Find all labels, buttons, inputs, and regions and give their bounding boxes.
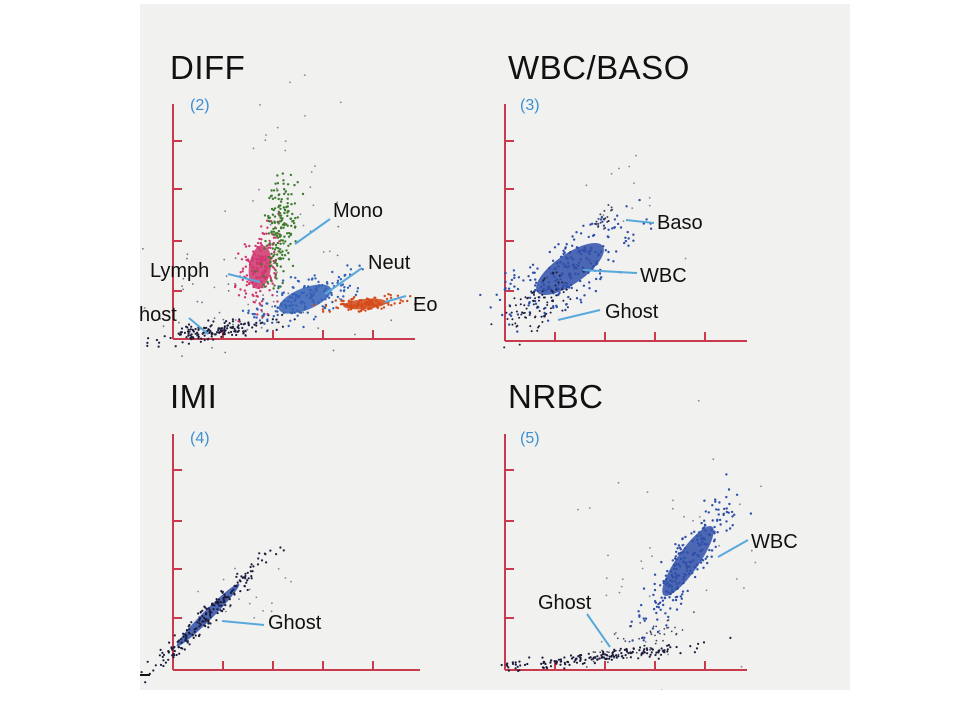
imi-panel-number: (4) <box>190 430 210 448</box>
nrbc-panel-title: NRBC <box>508 378 604 416</box>
imi-panel-title: IMI <box>170 378 217 416</box>
nrbc-leader-ghost <box>587 614 610 647</box>
imi-leader-ghost <box>222 621 264 625</box>
wbc-baso-leader-baso <box>626 220 654 223</box>
nrbc-ghost-cluster <box>501 637 732 672</box>
diff-label-lymph: Lymph <box>150 260 209 283</box>
nrbc-label-ghost: Ghost <box>538 592 591 615</box>
wbc-baso-label-baso: Baso <box>657 212 703 235</box>
wbc-baso-label-wbc: WBC <box>640 265 687 288</box>
imi-label-ghost: Ghost <box>268 612 321 635</box>
diff-label-ghost: host <box>140 304 177 327</box>
diff-label-mono: Mono <box>333 200 383 223</box>
wbc-baso-panel-number: (3) <box>520 97 540 115</box>
diff-panel-title: DIFF <box>170 49 245 87</box>
nrbc-label-wbc: WBC <box>751 531 798 554</box>
corner-mark <box>140 674 150 676</box>
diff-label-neut: Neut <box>368 252 410 275</box>
baso-sparse <box>586 155 687 260</box>
wbc-baso-label-ghost: Ghost <box>605 301 658 324</box>
wbc-core <box>529 234 612 304</box>
wbc-baso-leader-wbc <box>583 270 637 273</box>
nrbc-ghost-tail <box>586 611 695 668</box>
diff-panel-number: (2) <box>190 97 210 115</box>
nrbc-leader-wbc <box>718 540 748 557</box>
nrbc-sparse <box>577 400 762 690</box>
nrbc-panel-number: (5) <box>520 430 540 448</box>
diff-label-eo: Eo <box>413 294 437 317</box>
wbc-baso-leader-ghost <box>558 310 600 320</box>
nrbc-wbc-core <box>655 520 721 601</box>
diff-leader-mono <box>295 219 330 244</box>
wbc-baso-panel-title: WBC/BASO <box>508 49 690 87</box>
scattergram-plots <box>140 4 850 690</box>
scattergram-figure: DIFF (2) Mono Lymph Neut Eo host WBC/BAS… <box>140 4 850 690</box>
